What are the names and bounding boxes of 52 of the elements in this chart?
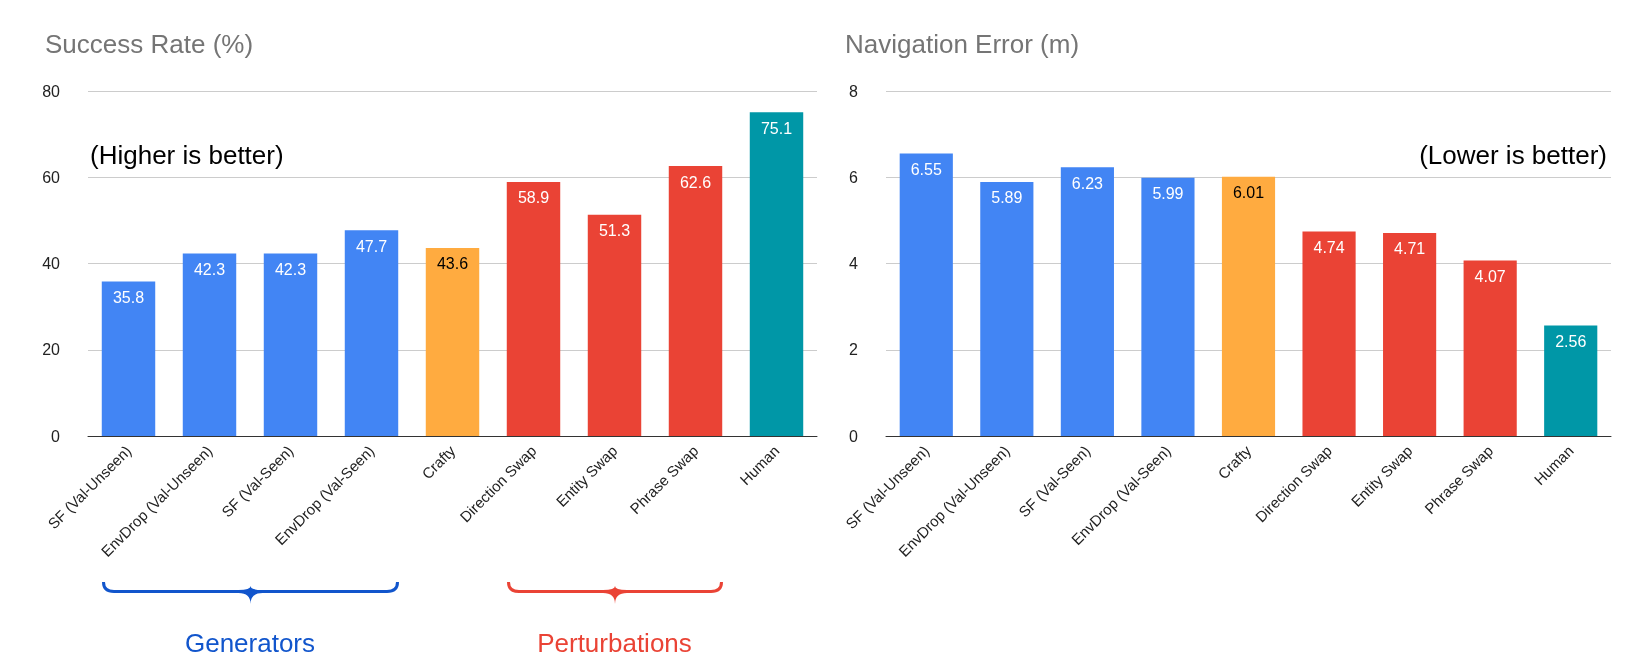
bar [182, 253, 237, 436]
y-tick-label: 0 [849, 427, 859, 445]
y-tick-label: 80 [42, 82, 61, 100]
y-tick-label: 2 [849, 341, 859, 359]
chart-title: Navigation Error (m) [845, 29, 1080, 59]
data-label: 58.9 [517, 189, 550, 207]
data-label: 5.99 [1152, 185, 1184, 203]
data-label: 42.3 [193, 261, 226, 279]
data-label: 42.3 [274, 261, 307, 279]
data-label: 6.55 [910, 161, 942, 179]
bar [1302, 231, 1356, 436]
bar [668, 166, 723, 436]
data-label: 4.74 [1313, 239, 1345, 257]
y-tick-label: 8 [849, 82, 859, 100]
data-label: 51.3 [598, 222, 631, 240]
y-tick-label: 4 [849, 255, 859, 272]
y-tick-label: 60 [42, 168, 61, 186]
data-label: 43.6 [436, 255, 469, 273]
chart-title: Success Rate (%) [45, 29, 254, 59]
bar [344, 230, 399, 436]
bar [1544, 325, 1598, 436]
bar [1141, 177, 1195, 436]
bar [425, 247, 480, 436]
data-label: 4.07 [1474, 267, 1506, 285]
annotation: (Lower is better) [1419, 140, 1607, 171]
bar [980, 181, 1034, 436]
bar [1383, 232, 1437, 436]
bar [1060, 167, 1114, 436]
data-label: 47.7 [355, 237, 388, 255]
bar [263, 253, 318, 436]
data-label: 2.56 [1555, 333, 1587, 351]
data-label: 35.8 [112, 289, 145, 307]
bar [506, 181, 561, 436]
data-label: 75.1 [760, 119, 793, 137]
data-label: 6.23 [1071, 174, 1104, 192]
data-label: 6.01 [1232, 184, 1265, 202]
bar [101, 281, 156, 436]
bar [749, 112, 804, 436]
y-tick-label: 0 [51, 427, 61, 445]
bar [1221, 176, 1276, 436]
data-label: 62.6 [679, 173, 712, 191]
text: Generators [184, 628, 316, 659]
text: Perturbations [537, 628, 692, 659]
y-tick-label: 40 [42, 255, 61, 272]
data-label: 5.89 [991, 189, 1023, 207]
bar [1463, 260, 1517, 436]
annotation: (Higher is better) [90, 140, 284, 171]
y-tick-label: 6 [849, 168, 859, 186]
bar [899, 153, 953, 436]
bar [587, 214, 642, 436]
data-label: 4.71 [1394, 240, 1426, 258]
y-tick-label: 20 [42, 341, 61, 359]
